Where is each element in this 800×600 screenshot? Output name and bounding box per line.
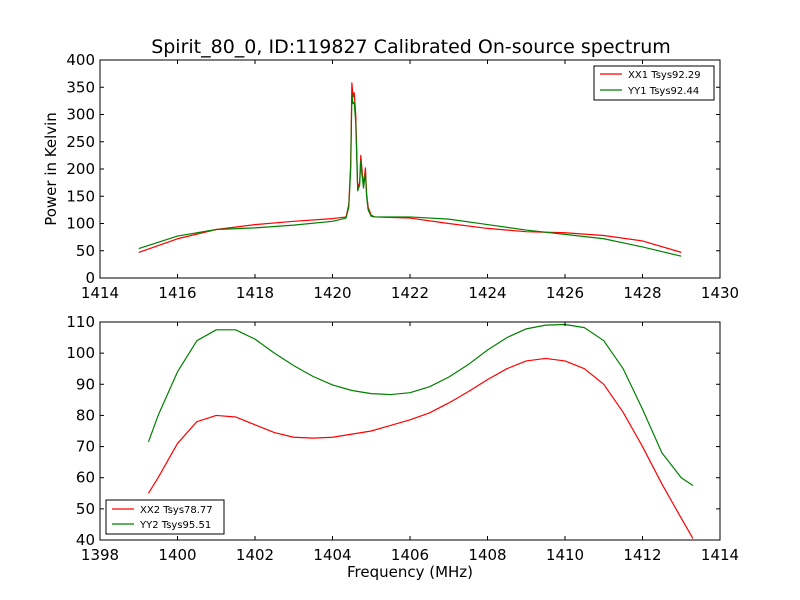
bottom-x-tick-label: 1402 bbox=[236, 546, 274, 564]
top-x-tick-label: 1428 bbox=[623, 284, 661, 302]
top-tick-layer: 1414 1416 1418 1420 1422 1424 1426 1428 1430 0 50 1… bbox=[66, 51, 739, 302]
top-series-line-1 bbox=[138, 93, 682, 257]
bottom-y-tick-label: 100 bbox=[66, 344, 95, 362]
bottom-legend-label-yy2: YY2 Tsys95.51 bbox=[139, 520, 211, 531]
bottom-x-tick-label: 1406 bbox=[391, 546, 429, 564]
chart-title: Spirit_80_0, ID:119827 Calibrated On-sou… bbox=[151, 36, 671, 58]
bottom-y-tick-label: 70 bbox=[76, 438, 95, 456]
bottom-y-tick-label: 60 bbox=[76, 469, 95, 487]
top-y-tick-label: 0 bbox=[85, 269, 95, 287]
top-x-tick-label: 1414 bbox=[81, 284, 119, 302]
top-y-tick-label: 100 bbox=[66, 215, 95, 233]
bottom-y-tick-label: 50 bbox=[76, 500, 95, 518]
top-series-line-0 bbox=[138, 82, 682, 253]
top-series-layer bbox=[138, 82, 682, 257]
top-x-tick-label: 1416 bbox=[158, 284, 196, 302]
top-legend: XX1 Tsys92.29 YY1 Tsys92.44 bbox=[593, 65, 715, 101]
top-y-axis-label: Power in Kelvin bbox=[42, 112, 60, 226]
top-legend-box bbox=[593, 65, 715, 101]
bottom-legend-label-xx2: XX2 Tsys78.77 bbox=[140, 505, 213, 516]
top-x-tick-label: 1422 bbox=[391, 284, 429, 302]
bottom-series-layer bbox=[147, 323, 694, 539]
bottom-legend-box bbox=[105, 499, 225, 535]
top-y-tick-label: 400 bbox=[66, 51, 95, 69]
bottom-y-tick-label: 80 bbox=[76, 406, 95, 424]
top-y-tick-label: 350 bbox=[66, 78, 95, 96]
top-y-tick-label: 150 bbox=[66, 187, 95, 205]
top-legend-label-xx1: XX1 Tsys92.29 bbox=[628, 70, 701, 81]
top-legend-label-yy1: YY1 Tsys92.44 bbox=[627, 86, 699, 97]
bottom-x-tick-label: 1400 bbox=[158, 546, 196, 564]
bottom-x-tick-label: 1404 bbox=[313, 546, 351, 564]
bottom-x-tick-label: 1408 bbox=[468, 546, 506, 564]
bottom-x-tick-label: 1410 bbox=[546, 546, 584, 564]
bottom-y-tick-label: 110 bbox=[66, 313, 95, 331]
bottom-series-line-0 bbox=[147, 357, 694, 539]
bottom-tick-layer: 1398 1400 1402 1404 1406 1408 1410 1412 1414 40 50… bbox=[66, 313, 739, 564]
bottom-legend: XX2 Tsys78.77 YY2 Tsys95.51 bbox=[105, 499, 225, 535]
top-x-tick-label: 1420 bbox=[313, 284, 351, 302]
bottom-series-line-1 bbox=[147, 323, 694, 486]
top-plot: 1414 1416 1418 1420 1422 1424 1426 1428 1430 0 50 1… bbox=[42, 51, 739, 302]
top-y-tick-label: 200 bbox=[66, 160, 95, 178]
bottom-x-tick-label: 1412 bbox=[623, 546, 661, 564]
top-x-tick-label: 1430 bbox=[701, 284, 739, 302]
bottom-y-tick-label: 40 bbox=[76, 531, 95, 549]
top-x-tick-label: 1424 bbox=[468, 284, 506, 302]
top-y-tick-label: 250 bbox=[66, 133, 95, 151]
top-y-tick-label: 50 bbox=[76, 242, 95, 260]
bottom-y-tick-label: 90 bbox=[76, 375, 95, 393]
top-x-tick-label: 1426 bbox=[546, 284, 584, 302]
top-y-tick-label: 300 bbox=[66, 106, 95, 124]
bottom-x-axis-label: Frequency (MHz) bbox=[347, 563, 473, 581]
top-x-tick-label: 1418 bbox=[236, 284, 274, 302]
bottom-x-tick-label: 1414 bbox=[701, 546, 739, 564]
bottom-plot: 1398 1400 1402 1404 1406 1408 1410 1412 1414 40 50… bbox=[66, 313, 739, 581]
bottom-x-tick-label: 1398 bbox=[81, 546, 119, 564]
